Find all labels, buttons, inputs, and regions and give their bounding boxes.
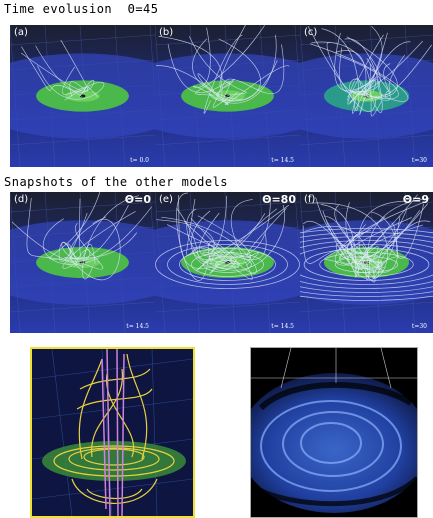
simulation-panel: (f) Θ=9 t=30 (300, 192, 433, 333)
disk-closeup (250, 347, 418, 518)
panel-svg (10, 192, 155, 333)
simulation-panel: (b) t= 14.5 (155, 25, 300, 167)
simulation-panel: (d) Θ=0 t= 14.5 (10, 192, 155, 333)
panel-svg (155, 25, 300, 167)
time-label: t= 0.0 (130, 157, 149, 164)
panel-svg (300, 192, 433, 333)
time-label: t= 14.5 (126, 323, 149, 330)
panel-label: (b) (159, 27, 173, 38)
panel-label: (a) (14, 27, 28, 38)
panel-svg (10, 25, 155, 167)
angle-label: Θ=9 (403, 193, 429, 206)
disk-svg (251, 348, 417, 517)
disk (42, 441, 186, 481)
time-label: t=30 (412, 157, 427, 164)
field-line-svg (32, 349, 193, 516)
field-line-view (30, 347, 195, 518)
angle-label: Θ=0 (125, 193, 151, 206)
simulation-panel: (a) t= 0.0 (10, 25, 155, 167)
jet-lines (102, 349, 124, 516)
section-title: Time evolusion Θ=45 (4, 2, 159, 16)
panel-label: (f) (304, 194, 315, 205)
simulation-panel: (c) t=30 (300, 25, 433, 167)
panel-svg (155, 192, 300, 333)
panel-svg (300, 25, 433, 167)
section-title: Snapshots of the other models (4, 175, 228, 189)
time-label: t=30 (412, 323, 427, 330)
panel-label: (c) (304, 27, 317, 38)
time-label: t= 14.5 (271, 157, 294, 164)
panel-label: (e) (159, 194, 173, 205)
simulation-panel: (e) Θ=80 t= 14.5 (155, 192, 300, 333)
angle-label: Θ=80 (262, 193, 296, 206)
time-label: t= 14.5 (271, 323, 294, 330)
page: Time evolusion Θ=45 Snapshots of the oth… (0, 0, 433, 518)
panel-label: (d) (14, 194, 28, 205)
grid (32, 349, 193, 516)
